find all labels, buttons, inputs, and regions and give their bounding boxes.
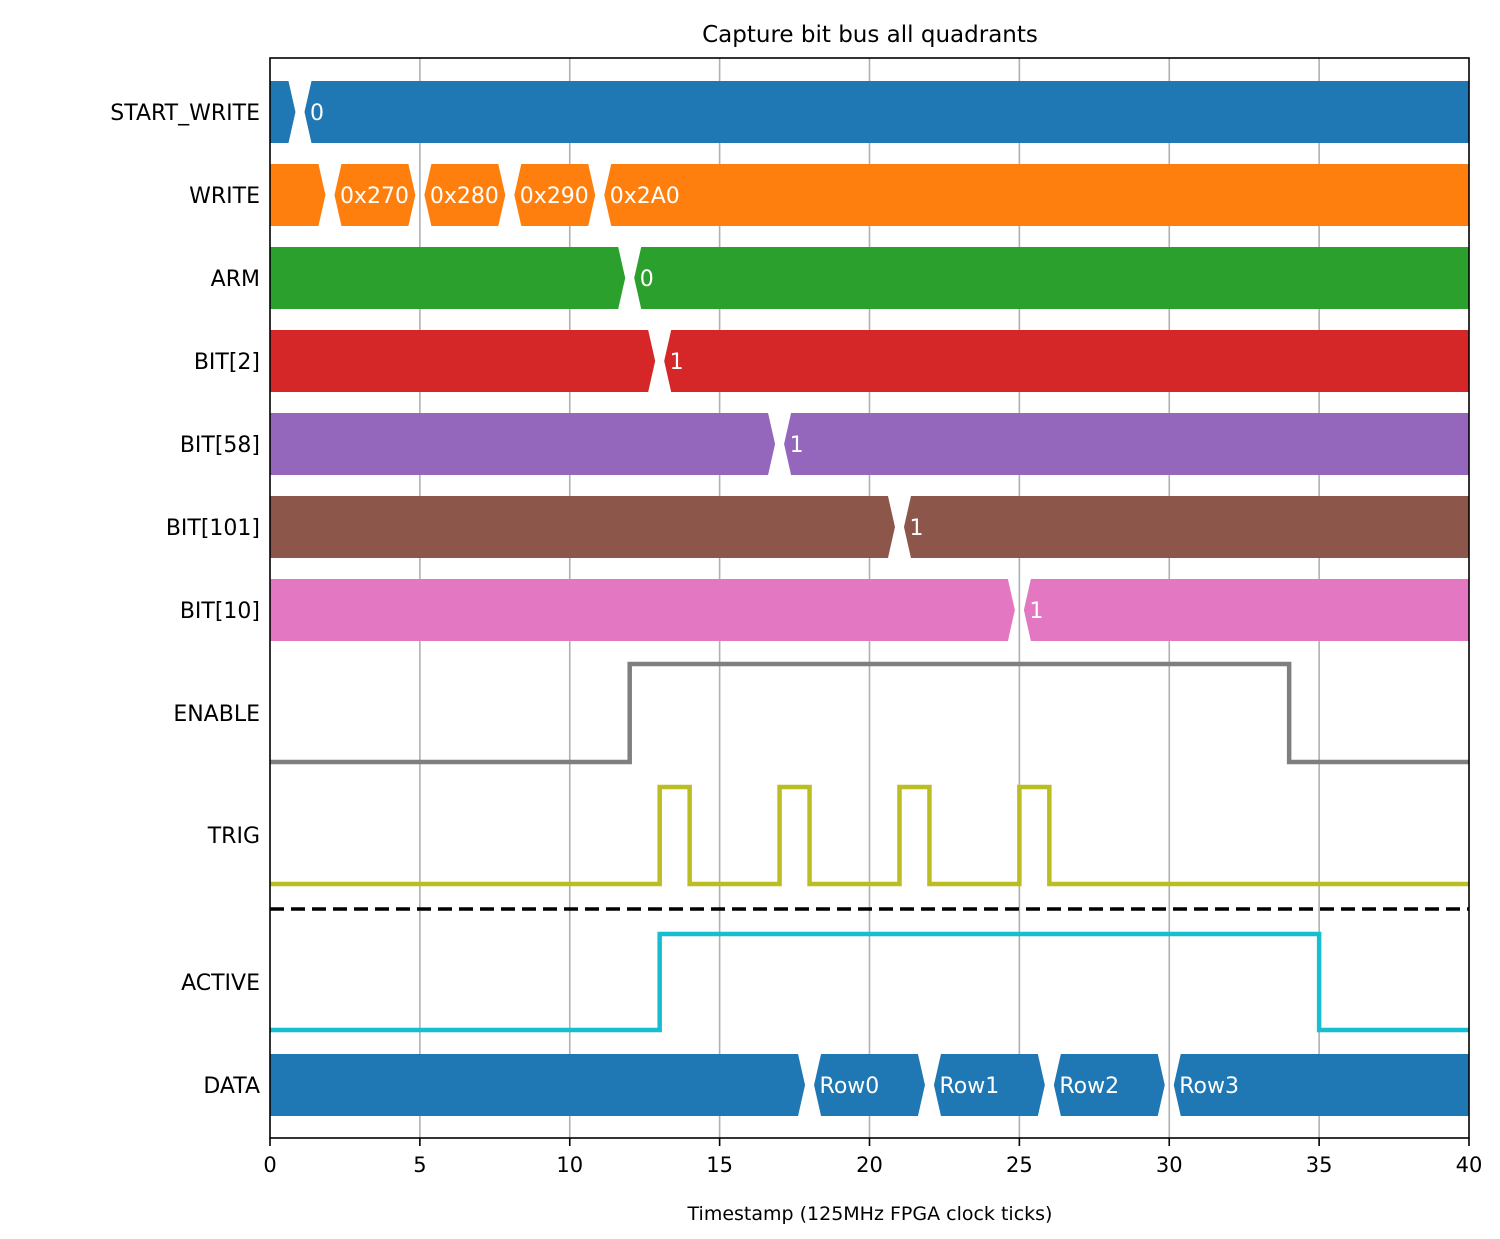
signal-bit-2: 1 <box>270 330 1469 392</box>
signal-label-bit-58: BIT[58] <box>180 433 260 458</box>
x-tick-label: 15 <box>706 1153 733 1177</box>
signal-label-trig: TRIG <box>207 824 260 849</box>
data-value-label: Row3 <box>1179 1074 1239 1099</box>
bit-101-segment <box>903 496 1469 558</box>
signal-bit-101: 1 <box>270 496 1469 558</box>
write-segment <box>334 164 416 226</box>
write-value-label: 0x2A0 <box>610 184 680 209</box>
x-tick-label: 35 <box>1306 1153 1333 1177</box>
data-value-label: Row2 <box>1059 1074 1119 1099</box>
signal-trig <box>270 784 1469 887</box>
start-write-segment <box>304 81 1470 143</box>
arm-value-label: 0 <box>640 267 654 292</box>
signal-labels: START_WRITE WRITE ARM BIT[2] BIT[58] BIT[101]… <box>110 101 260 1099</box>
x-tick-label: 40 <box>1456 1153 1483 1177</box>
x-tick-label: 30 <box>1156 1153 1183 1177</box>
signal-data: Row0 Row1 Row2 Row3 <box>270 1054 1469 1116</box>
start-write-value-label: 0 <box>310 101 324 126</box>
signal-bit-58: 1 <box>270 413 1469 475</box>
x-tick-label: 20 <box>856 1153 883 1177</box>
write-segment <box>424 164 506 226</box>
arm-segment <box>270 247 626 309</box>
signal-label-enable: ENABLE <box>173 702 260 727</box>
signal-label-active: ACTIVE <box>181 971 260 996</box>
signal-label-bit-101: BIT[101] <box>166 516 260 541</box>
signal-write: 0x270 0x280 0x290 0x2A0 <box>270 164 1469 226</box>
signal-arm: 0 <box>270 247 1469 309</box>
signal-enable <box>270 661 1469 765</box>
active-waveform <box>270 931 1469 1033</box>
x-tick-label: 5 <box>413 1153 426 1177</box>
bit-58-segment <box>270 413 776 475</box>
data-segment <box>933 1054 1045 1116</box>
bit-10-segment <box>270 579 1015 641</box>
x-tick-label: 0 <box>263 1153 276 1177</box>
x-axis-label: Timestamp (125MHz FPGA clock ticks) <box>687 1203 1053 1225</box>
signal-bit-10: 1 <box>270 579 1469 641</box>
chart-title: Capture bit bus all quadrants <box>702 22 1038 48</box>
bit-58-segment <box>784 413 1469 475</box>
write-segment <box>270 164 326 226</box>
signal-label-write: WRITE <box>189 184 260 209</box>
write-value-label: 0x290 <box>520 184 589 209</box>
bit-2-segment <box>270 330 656 392</box>
x-tick-label: 25 <box>1006 1153 1033 1177</box>
data-segment <box>1053 1054 1165 1116</box>
data-segment <box>1173 1054 1469 1116</box>
data-segment <box>270 1054 806 1116</box>
start-write-segment <box>270 81 296 143</box>
arm-segment <box>634 247 1469 309</box>
bit-10-value-label: 1 <box>1029 599 1043 624</box>
signal-label-arm: ARM <box>211 267 260 292</box>
bit-101-segment <box>270 496 895 558</box>
data-value-label: Row0 <box>820 1074 880 1099</box>
data-value-label: Row1 <box>939 1074 999 1099</box>
x-tick-label: 10 <box>556 1153 583 1177</box>
write-value-label: 0x270 <box>340 184 409 209</box>
signal-label-data: DATA <box>203 1074 260 1099</box>
signal-start-write: 0 <box>270 81 1470 143</box>
signal-label-bit-2: BIT[2] <box>194 350 260 375</box>
signal-label-bit-10: BIT[10] <box>180 599 260 624</box>
axes-frame <box>269 57 1470 1139</box>
signal-active <box>270 931 1469 1033</box>
enable-waveform <box>270 661 1469 765</box>
trig-waveform <box>270 784 1469 887</box>
bit-2-value-label: 1 <box>670 350 684 375</box>
write-value-label: 0x280 <box>430 184 499 209</box>
write-segment <box>604 164 1469 226</box>
bit-10-segment <box>1023 579 1469 641</box>
write-segment <box>514 164 596 226</box>
signal-label-start-write: START_WRITE <box>110 101 260 126</box>
data-segment <box>814 1054 925 1116</box>
bit-58-value-label: 1 <box>790 433 804 458</box>
x-axis-ticks: 0 5 10 15 20 25 30 35 40 <box>263 1138 1482 1177</box>
bit-101-value-label: 1 <box>909 516 923 541</box>
bit-2-segment <box>664 330 1469 392</box>
